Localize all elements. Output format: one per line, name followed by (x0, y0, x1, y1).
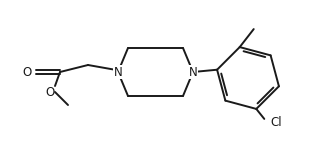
Text: N: N (114, 66, 122, 78)
Text: O: O (23, 66, 32, 78)
Text: O: O (45, 85, 55, 99)
Text: Cl: Cl (270, 116, 282, 129)
Text: N: N (189, 66, 197, 78)
